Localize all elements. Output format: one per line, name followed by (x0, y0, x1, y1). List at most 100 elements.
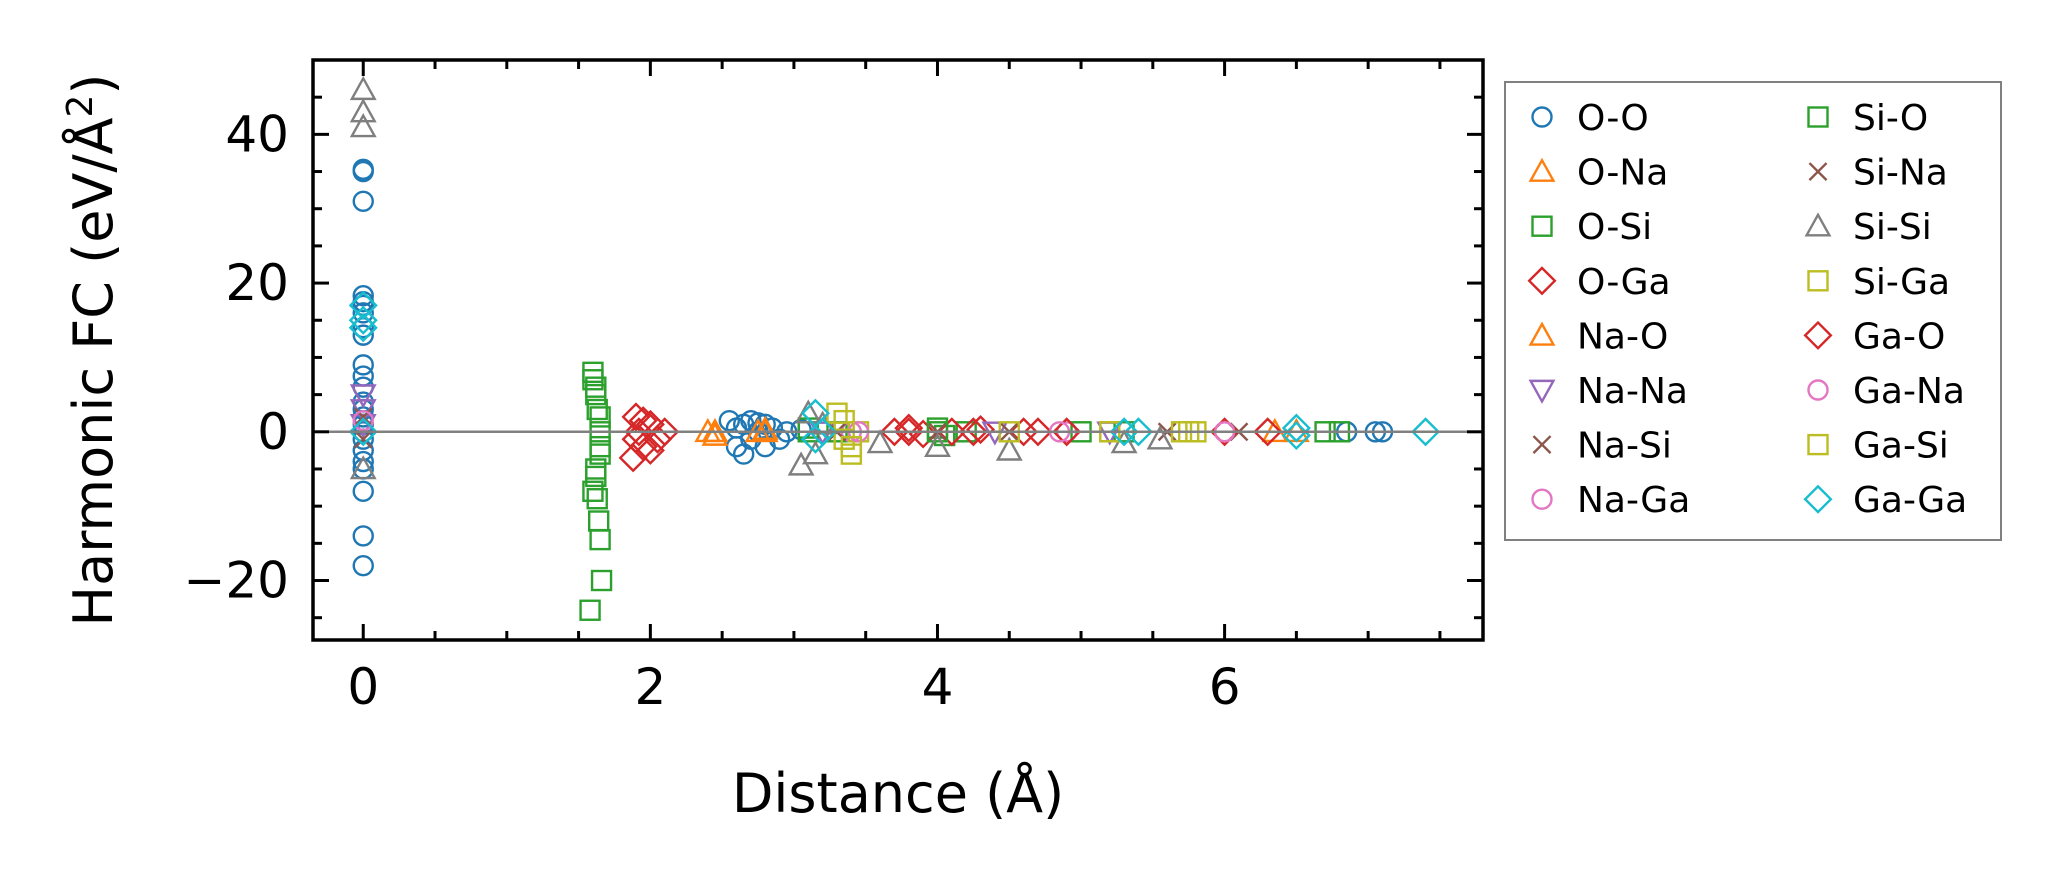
data-point (1109, 417, 1139, 447)
legend-label: Si-Si (1853, 207, 1932, 248)
data-point (352, 324, 374, 346)
data-point (586, 488, 608, 510)
series-Si-O (579, 369, 1336, 621)
legend-label: Ga-Na (1853, 371, 1965, 412)
legend-entry: Na-Si (1532, 426, 1672, 467)
legend-label: O-O (1577, 98, 1649, 139)
data-point (1281, 413, 1311, 443)
legend-marker (1807, 379, 1829, 401)
y-axis-label-main: Harmonic FC (eV/Å (61, 117, 125, 626)
data-point (352, 450, 374, 473)
legend-marker (1528, 157, 1556, 182)
series-Ga-Ga (348, 290, 1441, 454)
x-tick-label: 0 (347, 658, 379, 716)
data-point (1123, 417, 1153, 447)
data-point (894, 417, 924, 447)
legend-marker (1807, 433, 1829, 456)
legend-entry: Ga-Na (1807, 371, 1965, 412)
data-point (1023, 417, 1053, 447)
legend-entry: Si-O (1807, 98, 1928, 139)
legend-label: Ga-O (1853, 316, 1945, 357)
legend-marker (1804, 212, 1832, 237)
y-tick-label: 0 (257, 403, 289, 461)
data-point (349, 75, 377, 101)
data-point (352, 190, 374, 212)
legend-marker (1527, 266, 1557, 296)
data-point (643, 424, 673, 454)
data-point (353, 407, 373, 427)
legend-marker (1531, 488, 1553, 510)
legend-marker (1803, 320, 1833, 350)
data-point (826, 402, 848, 424)
x-tick-label: 4 (922, 658, 954, 716)
data-point (879, 417, 909, 447)
data-point (352, 285, 374, 307)
legend-marker (1807, 270, 1829, 292)
data-point (353, 429, 373, 449)
y-tick-label: 20 (225, 254, 289, 312)
legend-marker (1808, 162, 1828, 181)
data-point (348, 417, 378, 447)
data-markers (348, 75, 1441, 621)
data-point (582, 480, 604, 502)
legend-entry: Si-Si (1804, 207, 1932, 248)
legend-label: Na-Si (1577, 426, 1672, 467)
axis-tick-labels: 0 2 4 6 −20 0 20 40 (183, 105, 1240, 716)
data-point (866, 429, 894, 454)
data-point (802, 440, 829, 465)
legend-marker (1531, 215, 1553, 237)
data-point (751, 415, 779, 440)
legend-entry: Na-Na (1528, 371, 1688, 412)
data-point (585, 465, 607, 488)
legend-label: O-Na (1577, 153, 1668, 194)
legend-entry: Na-Ga (1531, 480, 1690, 521)
data-point (624, 417, 654, 447)
legend-label: Ga-Si (1853, 426, 1949, 467)
data-point (894, 413, 924, 443)
data-point (995, 436, 1023, 461)
legend-entries: O-O O-Na O-Si O-Ga Na-O Na-Na Na-Si Na-Ga Si-O Si… (1527, 98, 1967, 521)
legend-label: Si-Ga (1853, 262, 1950, 303)
data-point (348, 305, 378, 335)
data-point (352, 158, 374, 181)
legend-entry: Si-Ga (1807, 262, 1950, 303)
data-point (352, 365, 374, 387)
legend-entry: Si-Na (1808, 153, 1948, 194)
data-point (348, 290, 378, 320)
data-point (589, 435, 611, 458)
data-point (348, 313, 378, 343)
data-point (840, 435, 863, 458)
legend-label: Na-O (1577, 316, 1668, 357)
legend-label: Ga-Ga (1853, 480, 1967, 521)
data-point (1411, 417, 1441, 447)
data-point (349, 455, 377, 480)
legend-entry: Ga-Ga (1803, 480, 1967, 521)
data-point (349, 98, 377, 123)
series-Si-Si (349, 75, 1174, 480)
data-point (908, 419, 938, 449)
x-axis-label: Distance (Å) (732, 761, 1064, 825)
legend-marker (1532, 435, 1552, 454)
data-point (808, 417, 838, 447)
legend-marker (1528, 379, 1556, 404)
legend: O-O O-Na O-Si O-Ga Na-O Na-Na Na-Si Na-Ga Si-O Si… (1504, 81, 2002, 541)
data-point (924, 432, 951, 457)
legend-label: O-Si (1577, 207, 1652, 248)
y-tick-label: 40 (225, 105, 289, 163)
data-point (800, 424, 830, 454)
x-tick-label: 6 (1209, 658, 1241, 716)
axis-ticks (313, 58, 1483, 640)
legend-marker (1803, 484, 1833, 514)
data-point (1146, 425, 1174, 450)
data-point (349, 113, 377, 138)
legend-label: Na-Na (1577, 371, 1688, 412)
y-axis-label-close: ) (62, 74, 125, 95)
legend-entry: O-Ga (1527, 262, 1671, 303)
data-point (589, 406, 611, 428)
data-point (585, 383, 607, 406)
legend-frame (1504, 81, 2002, 541)
legend-marker (1528, 321, 1556, 346)
data-point (840, 443, 863, 465)
data-point (621, 424, 651, 454)
y-tick-label: −20 (183, 552, 289, 610)
